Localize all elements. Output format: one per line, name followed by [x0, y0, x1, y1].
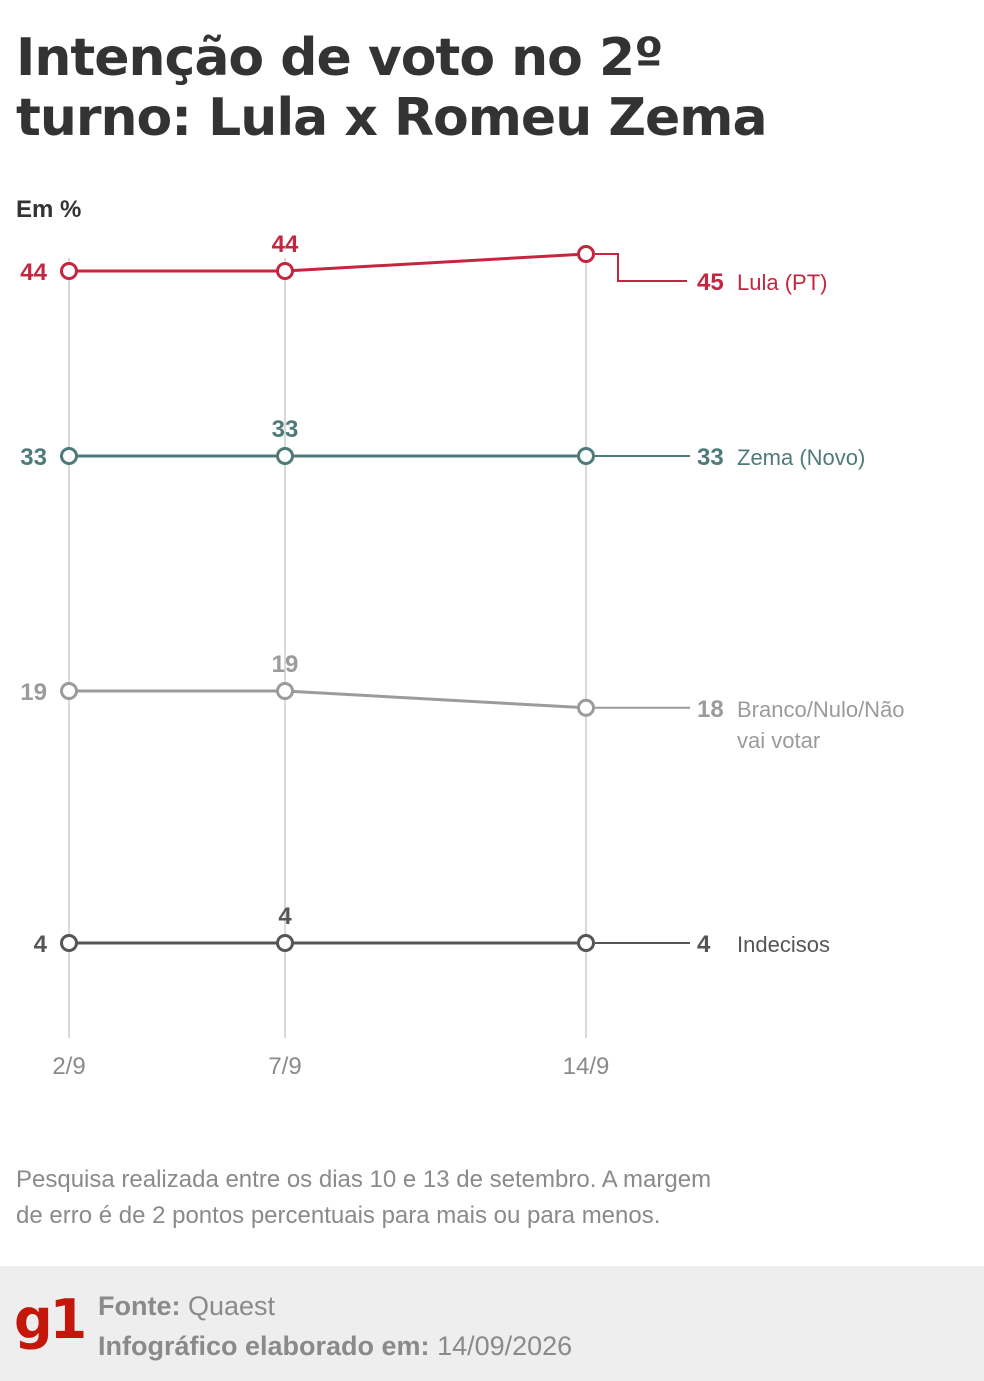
chart-title: Intenção de voto no 2º turno: Lula x Rom… — [16, 28, 956, 148]
end-value-label-Branco: 18 — [697, 696, 724, 723]
series-name-label-Zema: Zema (Novo) — [737, 445, 865, 470]
unit-label: Em % — [16, 196, 82, 223]
data-point-Indecisos-2/9 — [60, 934, 78, 952]
data-point-Zema-7/9 — [276, 447, 294, 465]
data-point-Lula-2/9 — [60, 262, 78, 280]
data-label-Indecisos-7/9: 4 — [278, 903, 292, 930]
made-label: Infográfico elaborado em: — [98, 1331, 430, 1361]
methodology-note-line-2: de erro é de 2 pontos percentuais para m… — [16, 1202, 661, 1229]
series-name-label-Indecisos: Indecisos — [737, 932, 830, 957]
y-value-label-Branco: 19 — [20, 679, 47, 706]
y-value-label-Indecisos: 4 — [34, 931, 48, 958]
series-name-label-Branco: Branco/Nulo/Não — [737, 697, 905, 722]
data-label-Zema-7/9: 33 — [272, 416, 299, 443]
data-point-Indecisos-7/9 — [276, 934, 294, 952]
data-point-Branco-7/9 — [276, 682, 294, 700]
data-label-Lula-7/9: 44 — [272, 231, 299, 258]
data-point-Lula-14/9 — [577, 245, 595, 263]
y-value-label-Zema: 33 — [20, 444, 47, 471]
data-point-Lula-7/9 — [276, 262, 294, 280]
source-line: Fonte: Quaest — [98, 1286, 572, 1326]
x-tick-label-2/9: 2/9 — [52, 1053, 85, 1080]
data-point-Branco-2/9 — [60, 682, 78, 700]
chart-title-line-2: turno: Lula x Romeu Zema — [16, 88, 768, 148]
series-line-Lula — [69, 252, 587, 273]
source-value: Quaest — [188, 1291, 276, 1321]
end-value-label-Zema: 33 — [697, 444, 724, 471]
chart-title-line-1: Intenção de voto no 2º — [16, 28, 664, 88]
g1-logo: g1 — [14, 1288, 87, 1351]
data-point-Zema-14/9 — [577, 447, 595, 465]
methodology-note-line-1: Pesquisa realizada entre os dias 10 e 13… — [16, 1166, 712, 1193]
end-value-label-Indecisos: 4 — [697, 931, 711, 958]
end-value-label-Lula: 45 — [697, 269, 724, 296]
series-name-label-Branco-2: vai votar — [737, 728, 820, 753]
source-block: Fonte: Quaest Infográfico elaborado em: … — [98, 1286, 572, 1366]
x-tick-label-7/9: 7/9 — [268, 1053, 301, 1080]
methodology-note: Pesquisa realizada entre os dias 10 e 13… — [16, 1162, 816, 1234]
series-line-Branco — [69, 689, 587, 710]
series-name-label-Lula: Lula (PT) — [737, 270, 827, 295]
y-value-label-Lula: 44 — [20, 259, 47, 286]
data-point-Branco-14/9 — [577, 698, 595, 717]
made-value: 14/09/2026 — [437, 1331, 573, 1361]
source-label: Fonte: — [98, 1291, 181, 1321]
data-label-Branco-7/9: 19 — [272, 651, 299, 678]
made-line: Infográfico elaborado em: 14/09/2026 — [98, 1326, 572, 1366]
data-point-Zema-2/9 — [60, 447, 78, 465]
footer: g1 Fonte: Quaest Infográfico elaborado e… — [0, 1266, 984, 1381]
data-point-Indecisos-14/9 — [577, 934, 595, 952]
series-connector-Lula — [595, 253, 687, 282]
x-tick-label-14/9: 14/9 — [563, 1053, 610, 1080]
